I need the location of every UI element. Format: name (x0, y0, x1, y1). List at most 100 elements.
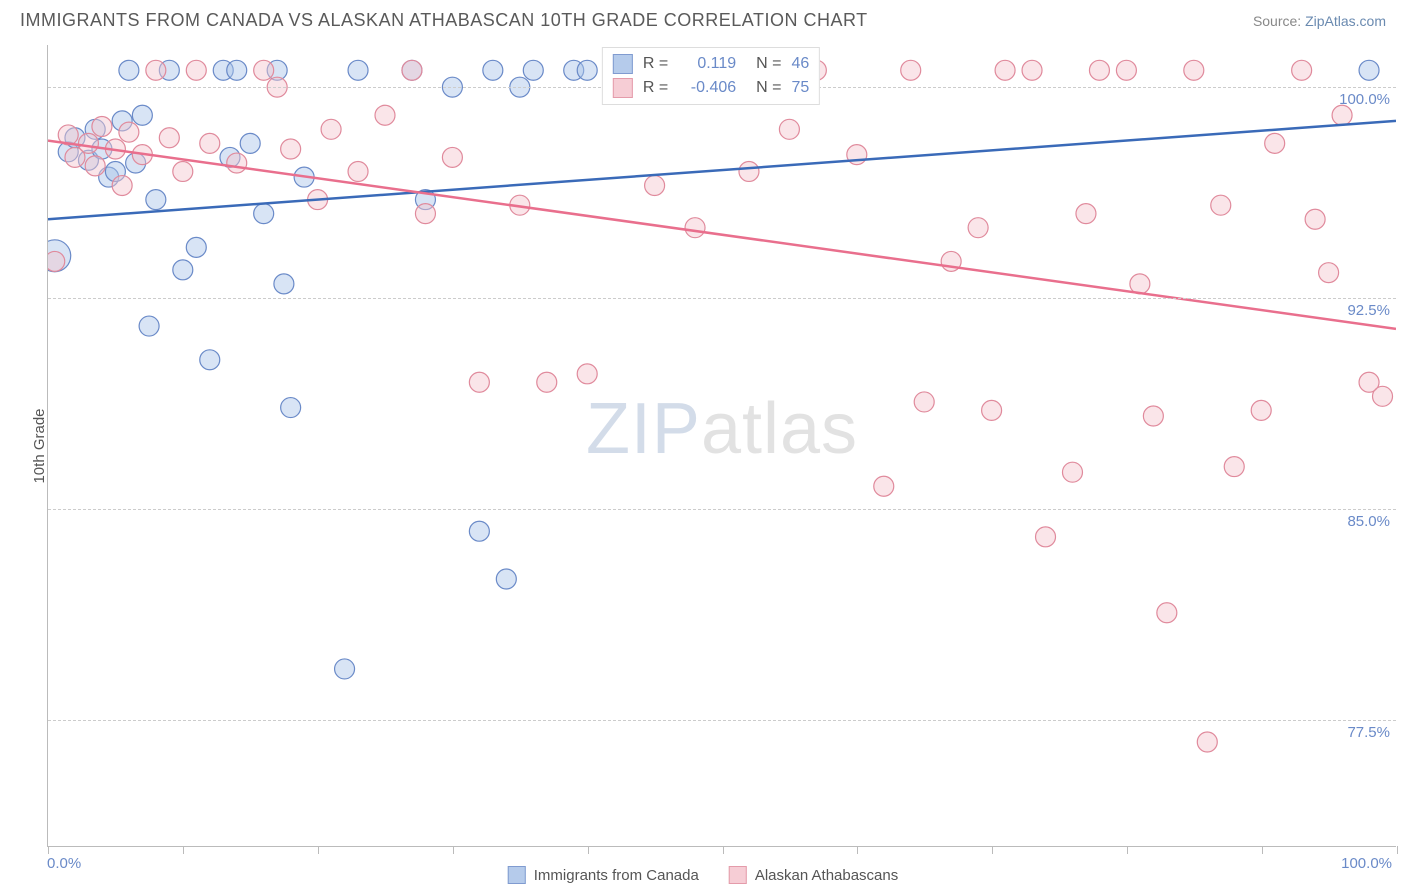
data-point (132, 105, 152, 125)
x-tick (857, 846, 858, 854)
data-point (941, 251, 961, 271)
data-point (1373, 386, 1393, 406)
y-axis-label: 10th Grade (31, 408, 48, 483)
data-point (982, 400, 1002, 420)
data-point (85, 119, 105, 139)
data-point (1197, 732, 1217, 752)
trend-line (48, 141, 1396, 329)
data-point (78, 133, 98, 153)
x-tick (48, 846, 49, 854)
data-point (281, 139, 301, 159)
data-point (1184, 60, 1204, 80)
data-point (1251, 400, 1271, 420)
data-point (254, 60, 274, 80)
data-point (1319, 263, 1339, 283)
data-point (119, 122, 139, 142)
data-point (847, 145, 867, 165)
data-point (496, 569, 516, 589)
r-value: -0.406 (678, 79, 736, 97)
n-value: 46 (792, 55, 810, 73)
data-point (968, 218, 988, 238)
data-point (1089, 60, 1109, 80)
x-tick (183, 846, 184, 854)
x-tick (723, 846, 724, 854)
data-point (1359, 60, 1379, 80)
data-point (577, 60, 597, 80)
legend-item: Immigrants from Canada (508, 866, 699, 884)
data-point (1332, 105, 1352, 125)
chart-svg (48, 45, 1396, 846)
data-point (415, 190, 435, 210)
data-point (685, 218, 705, 238)
data-point (402, 60, 422, 80)
data-point (779, 119, 799, 139)
data-point (240, 133, 260, 153)
data-point (1292, 60, 1312, 80)
x-tick (992, 846, 993, 854)
data-point (58, 142, 78, 162)
source-label: Source: (1253, 13, 1301, 29)
data-point (375, 105, 395, 125)
data-point (132, 145, 152, 165)
data-point (58, 125, 78, 145)
data-point (1076, 204, 1096, 224)
watermark-atlas: atlas (701, 389, 858, 469)
n-value: 75 (792, 79, 810, 97)
data-point (105, 161, 125, 181)
legend-item: Alaskan Athabascans (729, 866, 898, 884)
data-point (1211, 195, 1231, 215)
data-point (254, 204, 274, 224)
legend-stat-row: R = 0.119 N = 46 (613, 52, 809, 76)
data-point (159, 128, 179, 148)
data-point (281, 398, 301, 418)
data-point (267, 60, 287, 80)
data-point (1157, 603, 1177, 623)
y-grid-label: 85.0% (1347, 513, 1390, 530)
legend-swatch (613, 54, 633, 74)
data-point (469, 521, 489, 541)
data-point (415, 204, 435, 224)
data-point (294, 167, 314, 187)
y-grid-label: 100.0% (1339, 91, 1390, 108)
data-point (119, 60, 139, 80)
data-point (483, 60, 503, 80)
data-point (523, 60, 543, 80)
legend-swatch (508, 866, 526, 884)
chart-container: ZIPatlas R = 0.119 N = 46 R = -0.406 N =… (47, 45, 1396, 847)
legend-label: Alaskan Athabascans (755, 867, 898, 884)
data-point (510, 195, 530, 215)
y-grid-label: 92.5% (1347, 302, 1390, 319)
watermark: ZIPatlas (586, 388, 858, 470)
data-point (469, 372, 489, 392)
source-attribution: Source: ZipAtlas.com (1253, 13, 1386, 29)
data-point (1305, 209, 1325, 229)
data-point (213, 60, 233, 80)
gridline (48, 298, 1396, 299)
data-point (1224, 457, 1244, 477)
data-point (402, 60, 422, 80)
r-value: 0.119 (678, 55, 736, 73)
x-tick (453, 846, 454, 854)
data-point (92, 139, 112, 159)
gridline (48, 720, 1396, 721)
data-point (186, 60, 206, 80)
data-point (173, 161, 193, 181)
r-label: R = (643, 79, 668, 97)
legend-label: Immigrants from Canada (534, 867, 699, 884)
data-point (48, 240, 71, 272)
data-point (146, 60, 166, 80)
x-axis-max-label: 100.0% (1341, 855, 1392, 872)
source-link[interactable]: ZipAtlas.com (1305, 13, 1386, 29)
data-point (348, 161, 368, 181)
x-tick (1127, 846, 1128, 854)
legend-bottom: Immigrants from Canada Alaskan Athabascan… (508, 866, 899, 884)
data-point (308, 190, 328, 210)
data-point (1116, 60, 1136, 80)
trend-line (48, 121, 1396, 219)
data-point (577, 364, 597, 384)
data-point (146, 190, 166, 210)
data-point (78, 150, 98, 170)
data-point (105, 139, 125, 159)
data-point (227, 60, 247, 80)
data-point (200, 350, 220, 370)
